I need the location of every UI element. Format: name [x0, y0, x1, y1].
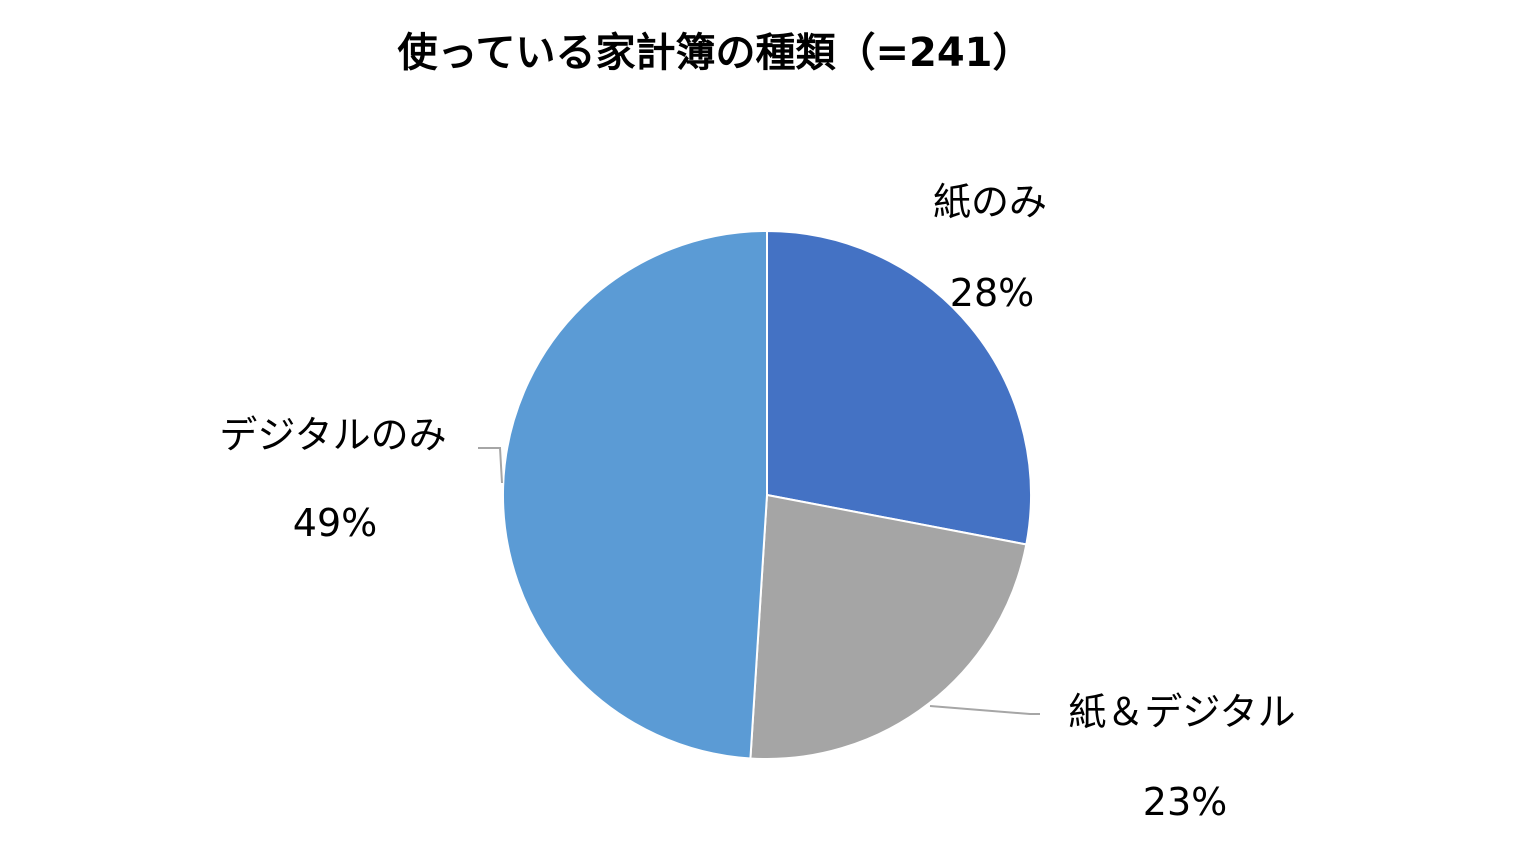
leader-lines — [478, 447, 1040, 715]
slice-2 — [749, 493, 1028, 760]
slice-name-label-1: 紙のみ — [933, 180, 1047, 224]
slice-1 — [766, 229, 1032, 546]
slice-labels: 紙のみ 28% 紙＆デジタル 23% デジタルのみ 49% — [219, 180, 1295, 824]
slice-name-label-2: 紙＆デジタル — [1068, 690, 1295, 734]
chart-title: 使っている家計簿の種類（=241） — [397, 30, 1032, 76]
slice-value-label-3: 49% — [293, 501, 377, 545]
slice-3 — [501, 229, 768, 760]
leader-line-2 — [929, 705, 1040, 715]
pie-slices — [501, 229, 1032, 760]
slice-name-label-3: デジタルのみ — [219, 413, 446, 457]
leader-line-3 — [478, 447, 503, 484]
slice-value-label-1: 28% — [950, 271, 1034, 315]
slice-value-label-2: 23% — [1143, 780, 1227, 824]
